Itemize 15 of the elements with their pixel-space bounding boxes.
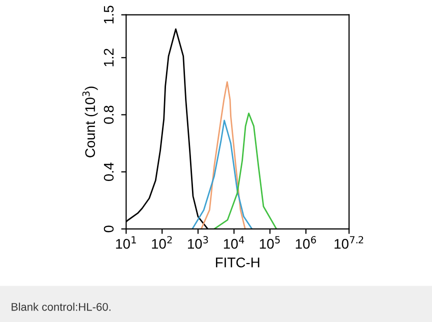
x-tick-label: 10$^{6}$ (296, 236, 316, 249)
x-axis-title: FITC-H (216, 258, 260, 268)
x-tick-label: 10$^{2}$ (152, 236, 172, 249)
y-tick-label: 1.2 (104, 48, 114, 66)
text: Blank control:HL-60. (12, 302, 110, 311)
y-tick-label: 0.8 (104, 106, 114, 124)
x-tick-label: 10$^{7.2}$ (334, 236, 364, 249)
y-axis-title: Count (10$^{3}$) (82, 86, 98, 158)
y-tick-label: 0.4 (104, 162, 114, 181)
x-tick-label: 10$^{1}$ (116, 236, 136, 249)
x-tick-label: 10$^{5}$ (260, 236, 280, 249)
x-tick-label: 10$^{3}$ (188, 236, 208, 249)
y-tick-label: 0 (104, 226, 114, 232)
x-tick-label: 10$^{4}$ (224, 236, 244, 249)
y-tick-label: 1.5 (104, 6, 114, 24)
